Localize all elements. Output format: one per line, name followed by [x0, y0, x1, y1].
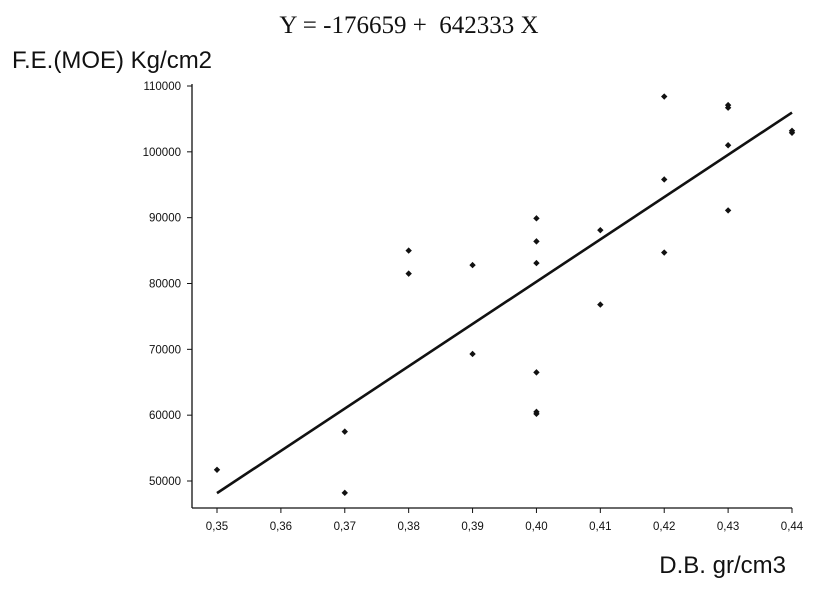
- data-point: [533, 215, 539, 221]
- x-tick-label: 0,38: [397, 521, 419, 533]
- y-tick-label: 60000: [149, 410, 181, 422]
- data-point: [405, 247, 411, 253]
- y-tick-label: 90000: [149, 213, 181, 225]
- data-point: [661, 93, 667, 99]
- axes: [192, 84, 792, 508]
- y-tick-label: 70000: [149, 344, 181, 356]
- x-tick-label: 0,43: [717, 521, 739, 533]
- x-tick-label: 0,36: [270, 521, 292, 533]
- data-point: [214, 467, 220, 473]
- regression-line-group: [217, 113, 792, 494]
- data-point: [533, 369, 539, 375]
- ticks: 50000 60000 70000 80000 90000 100000 110000 0,3…: [143, 81, 804, 533]
- data-point: [469, 262, 475, 268]
- regression-line: [217, 113, 792, 494]
- data-point: [725, 142, 731, 148]
- data-point: [469, 351, 475, 357]
- data-point: [342, 428, 348, 434]
- y-tick-label: 110000: [143, 81, 181, 93]
- data-point: [597, 301, 603, 307]
- data-point: [661, 249, 667, 255]
- x-tick-label: 0,40: [525, 521, 547, 533]
- y-tick-label: 50000: [149, 476, 181, 488]
- data-point: [661, 176, 667, 182]
- x-tick-label: 0,39: [461, 521, 483, 533]
- x-tick-label: 0,42: [653, 521, 675, 533]
- data-point: [597, 227, 603, 233]
- x-tick-label: 0,37: [334, 521, 356, 533]
- data-point: [725, 207, 731, 213]
- data-points: [214, 93, 795, 496]
- x-tick-label: 0,44: [781, 521, 804, 533]
- x-tick-label: 0,35: [206, 521, 228, 533]
- x-tick-label: 0,41: [589, 521, 611, 533]
- data-point: [405, 270, 411, 276]
- y-tick-label: 80000: [149, 279, 181, 291]
- data-point: [342, 490, 348, 496]
- data-point: [533, 238, 539, 244]
- data-point: [533, 260, 539, 266]
- y-tick-label: 100000: [143, 147, 181, 159]
